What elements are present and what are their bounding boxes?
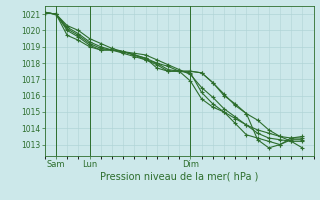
- X-axis label: Pression niveau de la mer( hPa ): Pression niveau de la mer( hPa ): [100, 172, 258, 182]
